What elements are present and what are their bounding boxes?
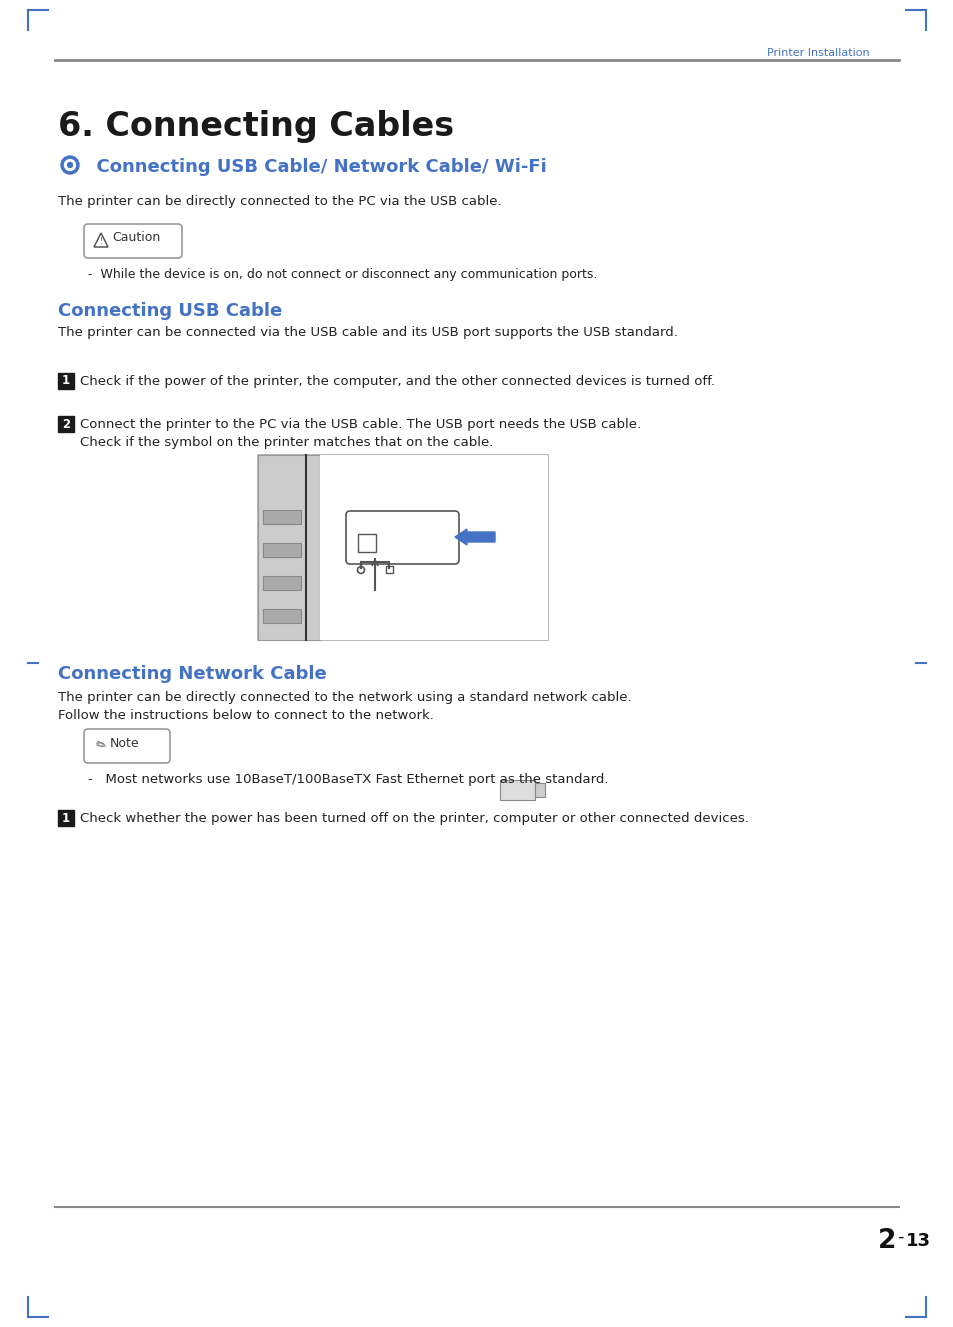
Text: 1: 1	[62, 374, 70, 387]
Bar	[499, 780, 535, 800]
Text: ✏: ✏	[92, 738, 107, 754]
Text: 13: 13	[905, 1231, 930, 1250]
Text: Caution: Caution	[112, 231, 160, 244]
Bar	[263, 609, 301, 622]
Text: -   Most networks use 10BaseT/100BaseTX Fast Ethernet port as the standard.: - Most networks use 10BaseT/100BaseTX Fa…	[88, 774, 608, 786]
Bar	[257, 455, 547, 640]
Text: Connecting USB Cable: Connecting USB Cable	[58, 303, 282, 320]
Bar	[535, 783, 544, 798]
Text: 2: 2	[877, 1227, 896, 1254]
Text: Connect the printer to the PC via the USB cable. The USB port needs the USB cabl: Connect the printer to the PC via the US…	[80, 418, 640, 431]
Text: Printer Installation: Printer Installation	[766, 48, 869, 58]
Text: The printer can be directly connected to the network using a standard network ca: The printer can be directly connected to…	[58, 691, 631, 705]
Bar	[263, 543, 301, 557]
Bar	[319, 455, 547, 640]
Text: The printer can be directly connected to the PC via the USB cable.: The printer can be directly connected to…	[58, 195, 501, 208]
Bar	[386, 567, 393, 573]
Text: 6. Connecting Cables: 6. Connecting Cables	[58, 110, 454, 143]
Circle shape	[65, 159, 75, 170]
Text: Check whether the power has been turned off on the printer, computer or other co: Check whether the power has been turned …	[80, 812, 748, 825]
Text: 1: 1	[62, 812, 70, 824]
Text: The printer can be connected via the USB cable and its USB port supports the USB: The printer can be connected via the USB…	[58, 326, 678, 338]
Text: Check if the symbol on the printer matches that on the cable.: Check if the symbol on the printer match…	[80, 437, 493, 449]
Circle shape	[68, 162, 72, 167]
Text: -: -	[896, 1227, 902, 1246]
FancyBboxPatch shape	[346, 511, 458, 564]
Bar	[263, 576, 301, 591]
Bar	[58, 415, 74, 433]
Text: !: !	[99, 238, 103, 247]
Bar	[58, 809, 74, 825]
Bar	[257, 455, 319, 640]
FancyBboxPatch shape	[84, 729, 170, 763]
Circle shape	[61, 157, 79, 174]
Text: Connecting Network Cable: Connecting Network Cable	[58, 665, 327, 683]
Bar	[357, 533, 375, 552]
FancyArrow shape	[455, 529, 495, 545]
Text: Note: Note	[110, 736, 139, 750]
Bar	[263, 510, 301, 524]
Text: Connecting USB Cable/ Network Cable/ Wi-Fi: Connecting USB Cable/ Network Cable/ Wi-…	[84, 158, 546, 176]
FancyBboxPatch shape	[84, 224, 182, 257]
Text: Check if the power of the printer, the computer, and the other connected devices: Check if the power of the printer, the c…	[80, 376, 714, 387]
Text: 2: 2	[62, 418, 70, 430]
Text: Follow the instructions below to connect to the network.: Follow the instructions below to connect…	[58, 709, 434, 722]
Bar	[58, 373, 74, 389]
Text: -  While the device is on, do not connect or disconnect any communication ports.: - While the device is on, do not connect…	[88, 268, 597, 281]
